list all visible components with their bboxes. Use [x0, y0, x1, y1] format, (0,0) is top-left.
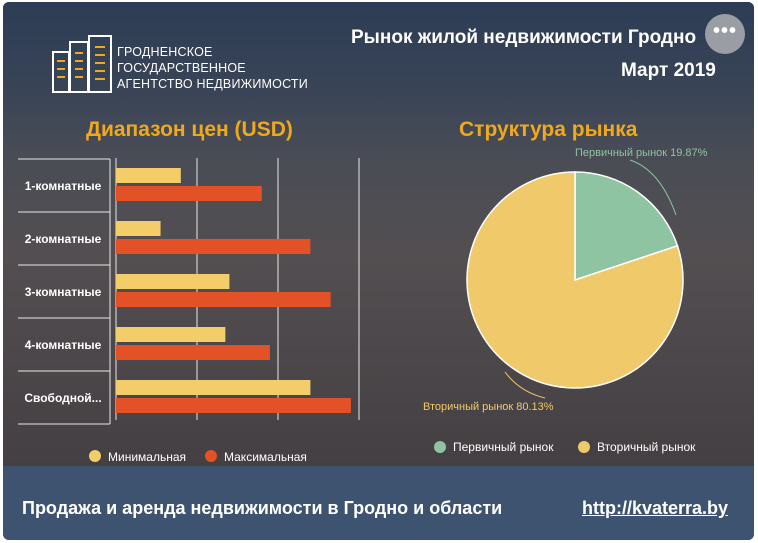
more-options-button[interactable]: •••	[705, 14, 745, 54]
pie-slice-2	[466, 171, 684, 389]
logo-text-line-2: ГОСУДАРСТВЕННОЕ	[117, 61, 246, 75]
pie-leader-secondary	[504, 371, 546, 399]
bar-max-5	[116, 398, 351, 413]
bar-min-1	[116, 168, 181, 183]
category-label-4: 4-комнатные	[24, 338, 102, 352]
pie-label-secondary: Вторичный рынок 80.13%	[423, 401, 554, 413]
pie-chart	[466, 159, 684, 399]
bar-chart-bars	[116, 168, 351, 413]
legend-dot-max	[205, 450, 217, 462]
bar-min-5	[116, 380, 311, 395]
bar-max-1	[116, 186, 262, 201]
pie-slice-1	[574, 171, 679, 282]
bar-min-2	[116, 221, 161, 236]
legend-label-secondary: Вторичный рынок	[597, 440, 696, 454]
bar-min-4	[116, 327, 226, 342]
footer-bar	[3, 466, 754, 540]
legend-label-min: Минимальная	[108, 450, 187, 464]
category-label-1: 1-комнатные	[24, 179, 102, 193]
pie-label-primary: Первичный рынок 19.87%	[575, 147, 708, 159]
legend-dot-min	[89, 450, 101, 462]
legend-label-primary: Первичный рынок	[453, 440, 554, 454]
category-label-2: 2-комнатные	[24, 232, 102, 246]
bar-chart-title: Диапазон цен (USD)	[86, 118, 293, 141]
bar-max-4	[116, 345, 270, 360]
legend-dot-primary	[434, 441, 446, 453]
page-subtitle: Март 2019	[621, 60, 716, 81]
page-title: Рынок жилой недвижимости Гродно	[351, 27, 697, 48]
bar-max-3	[116, 292, 331, 307]
legend-label-max: Максимальная	[224, 450, 307, 464]
legend-dot-secondary	[578, 441, 590, 453]
pie-chart-title: Структура рынка	[459, 118, 638, 141]
logo-text-line-3: АГЕНТСТВО НЕДВИЖИМОСТИ	[117, 77, 308, 91]
pie-leader-primary	[629, 159, 677, 216]
website-link[interactable]: http://kvaterra.by	[582, 498, 729, 518]
bar-max-2	[116, 239, 311, 254]
logo-text-line-1: ГРОДНЕНСКОЕ	[117, 45, 213, 59]
footer-text: Продажа и аренда недвижимости в Гродно и…	[22, 498, 503, 518]
bar-min-3	[116, 274, 230, 289]
category-label-3: 3-комнатные	[24, 285, 102, 299]
category-label-5: Свободной...	[24, 391, 102, 405]
